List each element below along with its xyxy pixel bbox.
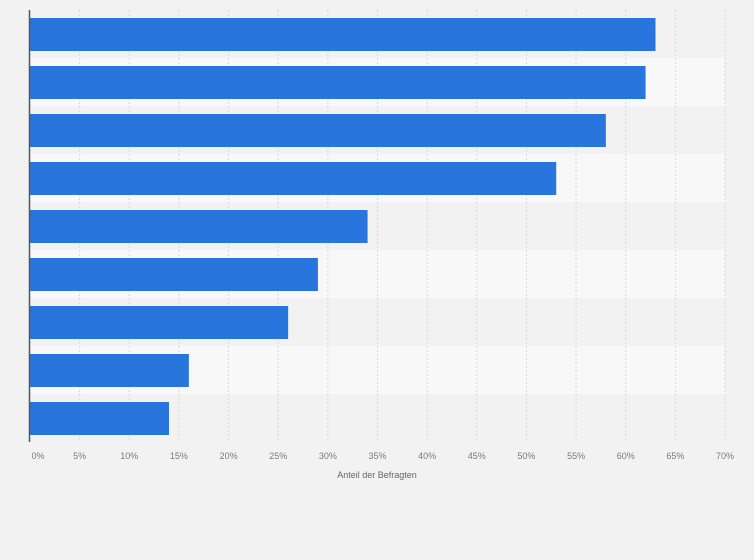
x-tick-label: 30%	[319, 451, 337, 461]
x-tick-label: 15%	[170, 451, 188, 461]
x-tick-label: 10%	[120, 451, 138, 461]
x-tick-label: 65%	[666, 451, 684, 461]
x-tick-label: 55%	[567, 451, 585, 461]
bar	[30, 66, 646, 99]
x-tick-label: 60%	[617, 451, 635, 461]
x-tick-label: 25%	[269, 451, 287, 461]
bar	[30, 162, 557, 195]
x-axis-title: Anteil der Befragten	[337, 470, 417, 480]
bars	[30, 18, 656, 435]
x-tick-label: 20%	[220, 451, 238, 461]
x-tick-labels: 0% 5% 10% 15% 20% 25% 30% 35% 40% 45% 50% 55% 60% 65%…	[31, 451, 734, 461]
bar	[30, 402, 169, 435]
bar	[30, 258, 318, 291]
bar	[30, 210, 368, 243]
x-tick-label: 50%	[517, 451, 535, 461]
x-tick-label: 0%	[31, 451, 44, 461]
bar	[30, 114, 606, 147]
x-tick-label: 40%	[418, 451, 436, 461]
bar	[30, 18, 656, 51]
x-tick-label: 45%	[468, 451, 486, 461]
x-tick-label: 35%	[368, 451, 386, 461]
x-tick-label: 70%	[716, 451, 734, 461]
bar	[30, 354, 189, 387]
x-tick-label: 5%	[73, 451, 86, 461]
bar	[30, 306, 289, 339]
